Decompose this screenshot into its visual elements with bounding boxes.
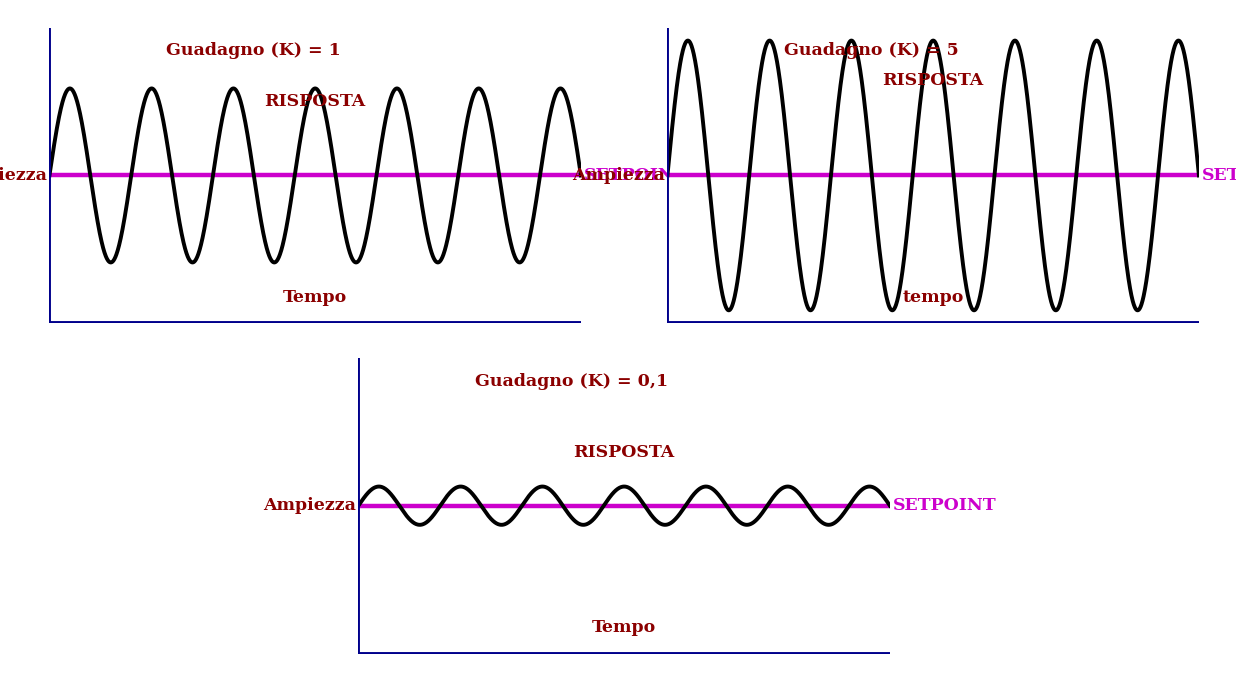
Text: tempo: tempo — [902, 288, 964, 305]
Text: SETPOINT: SETPOINT — [583, 167, 687, 184]
Text: SETPOINT: SETPOINT — [1201, 167, 1236, 184]
Text: Guadagno (K) = 1: Guadagno (K) = 1 — [167, 43, 341, 59]
Text: Guadagno (K) = 5: Guadagno (K) = 5 — [785, 43, 959, 59]
Text: Tempo: Tempo — [283, 288, 347, 305]
Text: Ampiezza: Ampiezza — [572, 167, 665, 184]
Text: Ampiezza: Ampiezza — [0, 167, 47, 184]
Text: Guadagno (K) = 0,1: Guadagno (K) = 0,1 — [476, 373, 669, 389]
Text: SETPOINT: SETPOINT — [892, 497, 996, 514]
Text: Tempo: Tempo — [592, 619, 656, 636]
Text: RISPOSTA: RISPOSTA — [265, 93, 366, 110]
Text: RISPOSTA: RISPOSTA — [883, 72, 984, 89]
Text: Ampiezza: Ampiezza — [263, 497, 356, 514]
Text: RISPOSTA: RISPOSTA — [574, 444, 675, 461]
